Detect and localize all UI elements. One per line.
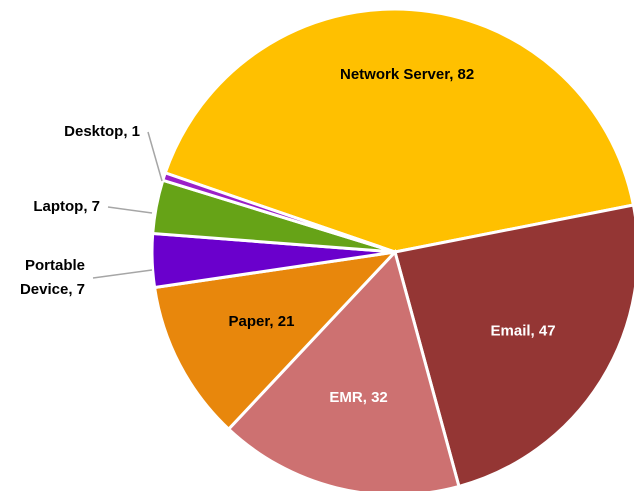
pie-slice: [226, 249, 461, 491]
data-label: Laptop, 7: [33, 198, 100, 215]
data-label: Network Server, 82: [340, 66, 474, 83]
data-label-line: Device, 7: [20, 281, 85, 298]
data-label: Desktop, 1: [64, 123, 140, 140]
leader-line: [107, 206, 153, 214]
data-label: Portable Device, 7: [20, 257, 85, 298]
pie-slice: [163, 7, 634, 254]
pie-slice: [152, 249, 400, 432]
leader-line: [92, 269, 153, 279]
data-label: EMR, 32: [329, 389, 387, 406]
data-label: Email, 47: [491, 322, 556, 339]
data-label: Paper, 21: [229, 313, 295, 330]
pie-slice: [160, 170, 396, 254]
leader-line: [147, 131, 163, 182]
data-label-line: Portable: [25, 257, 85, 274]
pie-slice: [393, 203, 634, 489]
